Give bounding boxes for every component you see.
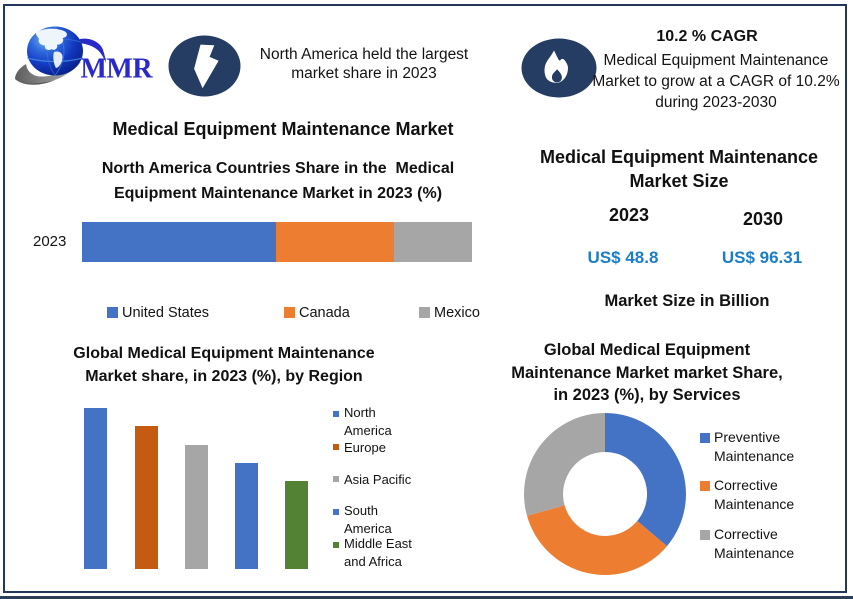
svg-text:MMR: MMR xyxy=(81,54,154,85)
